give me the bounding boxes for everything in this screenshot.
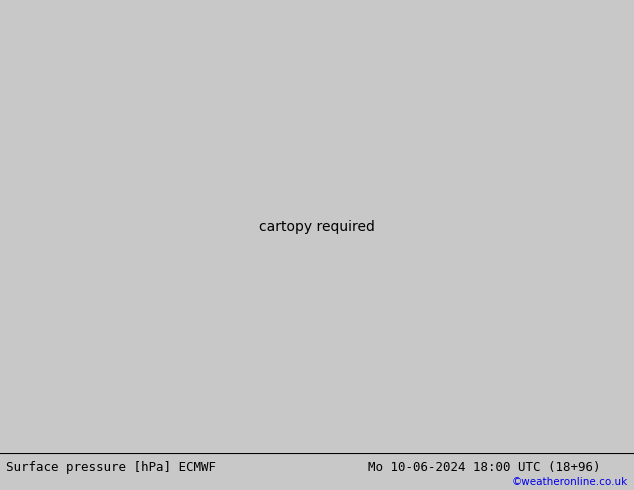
Text: Surface pressure [hPa] ECMWF: Surface pressure [hPa] ECMWF	[6, 462, 216, 474]
Text: Mo 10-06-2024 18:00 UTC (18+96): Mo 10-06-2024 18:00 UTC (18+96)	[368, 462, 600, 474]
Text: cartopy required: cartopy required	[259, 220, 375, 234]
Text: ©weatheronline.co.uk: ©weatheronline.co.uk	[512, 477, 628, 487]
